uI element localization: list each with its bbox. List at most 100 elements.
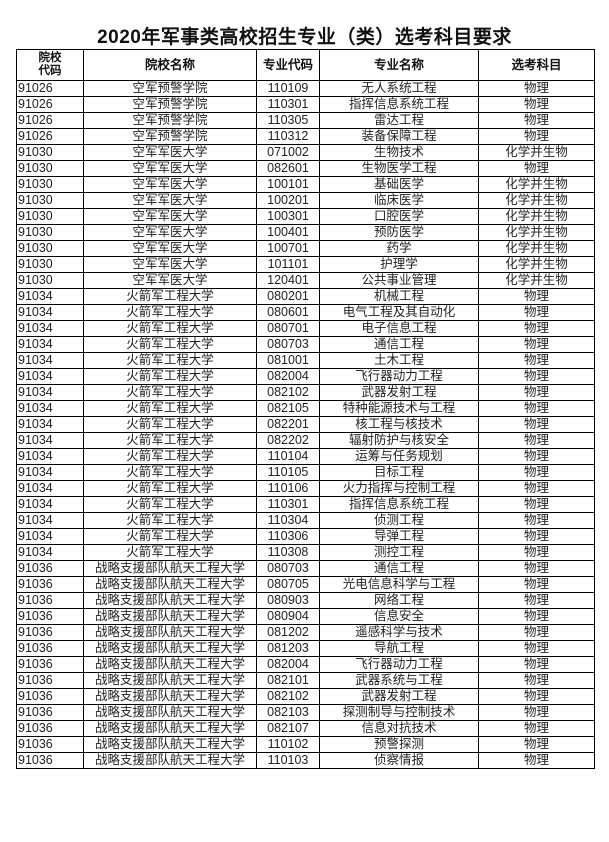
table-row: 91034 火箭军工程大学 110105 目标工程 物理 [16, 464, 595, 481]
cell-major-code: 110105 [256, 464, 320, 481]
cell-subjects: 物理 [478, 528, 595, 545]
cell-school-code: 91034 [16, 448, 84, 465]
cell-major-code: 082201 [256, 416, 320, 433]
cell-school-code: 91036 [16, 640, 84, 657]
cell-subjects: 物理 [478, 112, 595, 129]
cell-major-code: 080904 [256, 608, 320, 625]
cell-subjects: 化学并生物 [478, 192, 595, 209]
table-row: 91036 战略支援部队航天工程大学 082102 武器发射工程 物理 [16, 688, 595, 705]
table-row: 91034 火箭军工程大学 082202 辐射防护与核安全 物理 [16, 432, 595, 449]
cell-school-name: 火箭军工程大学 [83, 304, 257, 321]
header-row: 院校代码 院校名称 专业代码 专业名称 选考科目 [16, 49, 595, 81]
cell-major-name: 预警探测 [319, 736, 479, 753]
cell-school-code: 91034 [16, 368, 84, 385]
cell-subjects: 物理 [478, 384, 595, 401]
cell-subjects: 物理 [478, 352, 595, 369]
header-school-name: 院校名称 [83, 49, 257, 81]
table-row: 91030 空军军医大学 100201 临床医学 化学并生物 [16, 192, 595, 209]
cell-major-code: 081202 [256, 624, 320, 641]
table-row: 91036 战略支援部队航天工程大学 080703 通信工程 物理 [16, 560, 595, 577]
cell-school-code: 91036 [16, 688, 84, 705]
cell-school-name: 火箭军工程大学 [83, 512, 257, 529]
cell-school-name: 空军预警学院 [83, 112, 257, 129]
cell-major-name: 核工程与核技术 [319, 416, 479, 433]
requirements-table: 院校代码 院校名称 专业代码 专业名称 选考科目 91026 空军预警学院 1101… [16, 49, 595, 769]
cell-school-code: 91030 [16, 208, 84, 225]
cell-school-name: 火箭军工程大学 [83, 496, 257, 513]
cell-major-code: 110104 [256, 448, 320, 465]
cell-school-code: 91026 [16, 128, 84, 145]
cell-major-name: 侦测工程 [319, 512, 479, 529]
cell-major-code: 082103 [256, 704, 320, 721]
cell-major-code: 081203 [256, 640, 320, 657]
cell-major-name: 遥感科学与技术 [319, 624, 479, 641]
cell-major-code: 082102 [256, 688, 320, 705]
cell-school-name: 战略支援部队航天工程大学 [83, 640, 257, 657]
cell-major-name: 运筹与任务规划 [319, 448, 479, 465]
cell-major-name: 无人系统工程 [319, 80, 479, 97]
cell-subjects: 物理 [478, 672, 595, 689]
cell-subjects: 物理 [478, 160, 595, 177]
cell-major-code: 082102 [256, 384, 320, 401]
cell-school-name: 火箭军工程大学 [83, 432, 257, 449]
cell-major-name: 电气工程及其自动化 [319, 304, 479, 321]
cell-major-name: 火力指挥与控制工程 [319, 480, 479, 497]
cell-subjects: 物理 [478, 752, 595, 769]
cell-school-name: 空军军医大学 [83, 256, 257, 273]
cell-major-code: 120401 [256, 272, 320, 289]
table-row: 91034 火箭军工程大学 110301 指挥信息系统工程 物理 [16, 496, 595, 513]
cell-major-code: 100201 [256, 192, 320, 209]
table-row: 91030 空军军医大学 100701 药学 化学并生物 [16, 240, 595, 257]
cell-school-name: 火箭军工程大学 [83, 384, 257, 401]
cell-subjects: 物理 [478, 432, 595, 449]
cell-school-code: 91034 [16, 304, 84, 321]
cell-school-code: 91036 [16, 560, 84, 577]
cell-subjects: 物理 [478, 576, 595, 593]
table-row: 91036 战略支援部队航天工程大学 081202 遥感科学与技术 物理 [16, 624, 595, 641]
cell-school-name: 火箭军工程大学 [83, 528, 257, 545]
cell-school-code: 91036 [16, 608, 84, 625]
table-row: 91034 火箭军工程大学 081001 土木工程 物理 [16, 352, 595, 369]
cell-school-code: 91036 [16, 592, 84, 609]
cell-subjects: 物理 [478, 448, 595, 465]
cell-school-code: 91034 [16, 544, 84, 561]
cell-school-code: 91026 [16, 96, 84, 113]
cell-subjects: 物理 [478, 624, 595, 641]
table-row: 91030 空军军医大学 101101 护理学 化学并生物 [16, 256, 595, 273]
cell-school-name: 空军军医大学 [83, 272, 257, 289]
table-row: 91030 空军军医大学 071002 生物技术 化学并生物 [16, 144, 595, 161]
cell-subjects: 物理 [478, 288, 595, 305]
cell-major-code: 100701 [256, 240, 320, 257]
cell-school-name: 战略支援部队航天工程大学 [83, 576, 257, 593]
cell-school-name: 火箭军工程大学 [83, 288, 257, 305]
cell-major-code: 110106 [256, 480, 320, 497]
cell-major-name: 基础医学 [319, 176, 479, 193]
cell-subjects: 物理 [478, 512, 595, 529]
cell-school-name: 空军军医大学 [83, 240, 257, 257]
cell-subjects: 物理 [478, 336, 595, 353]
cell-school-name: 火箭军工程大学 [83, 336, 257, 353]
cell-subjects: 物理 [478, 464, 595, 481]
cell-subjects: 物理 [478, 544, 595, 561]
header-school-code: 院校代码 [16, 49, 84, 81]
cell-major-name: 预防医学 [319, 224, 479, 241]
cell-major-name: 探测制导与控制技术 [319, 704, 479, 721]
cell-school-name: 空军军医大学 [83, 144, 257, 161]
cell-school-code: 91034 [16, 512, 84, 529]
cell-major-name: 生物医学工程 [319, 160, 479, 177]
cell-subjects: 化学并生物 [478, 176, 595, 193]
cell-school-name: 空军预警学院 [83, 128, 257, 145]
cell-school-code: 91036 [16, 704, 84, 721]
cell-subjects: 物理 [478, 96, 595, 113]
cell-major-code: 110103 [256, 752, 320, 769]
cell-major-name: 指挥信息系统工程 [319, 96, 479, 113]
cell-major-name: 武器发射工程 [319, 384, 479, 401]
table-row: 91026 空军预警学院 110301 指挥信息系统工程 物理 [16, 96, 595, 113]
table-row: 91034 火箭军工程大学 110104 运筹与任务规划 物理 [16, 448, 595, 465]
cell-school-code: 91034 [16, 464, 84, 481]
cell-major-code: 080201 [256, 288, 320, 305]
cell-school-code: 91030 [16, 224, 84, 241]
cell-school-name: 火箭军工程大学 [83, 448, 257, 465]
cell-subjects: 化学并生物 [478, 272, 595, 289]
table-body: 91026 空军预警学院 110109 无人系统工程 物理 91026 空军预警学院 1103… [16, 80, 595, 769]
